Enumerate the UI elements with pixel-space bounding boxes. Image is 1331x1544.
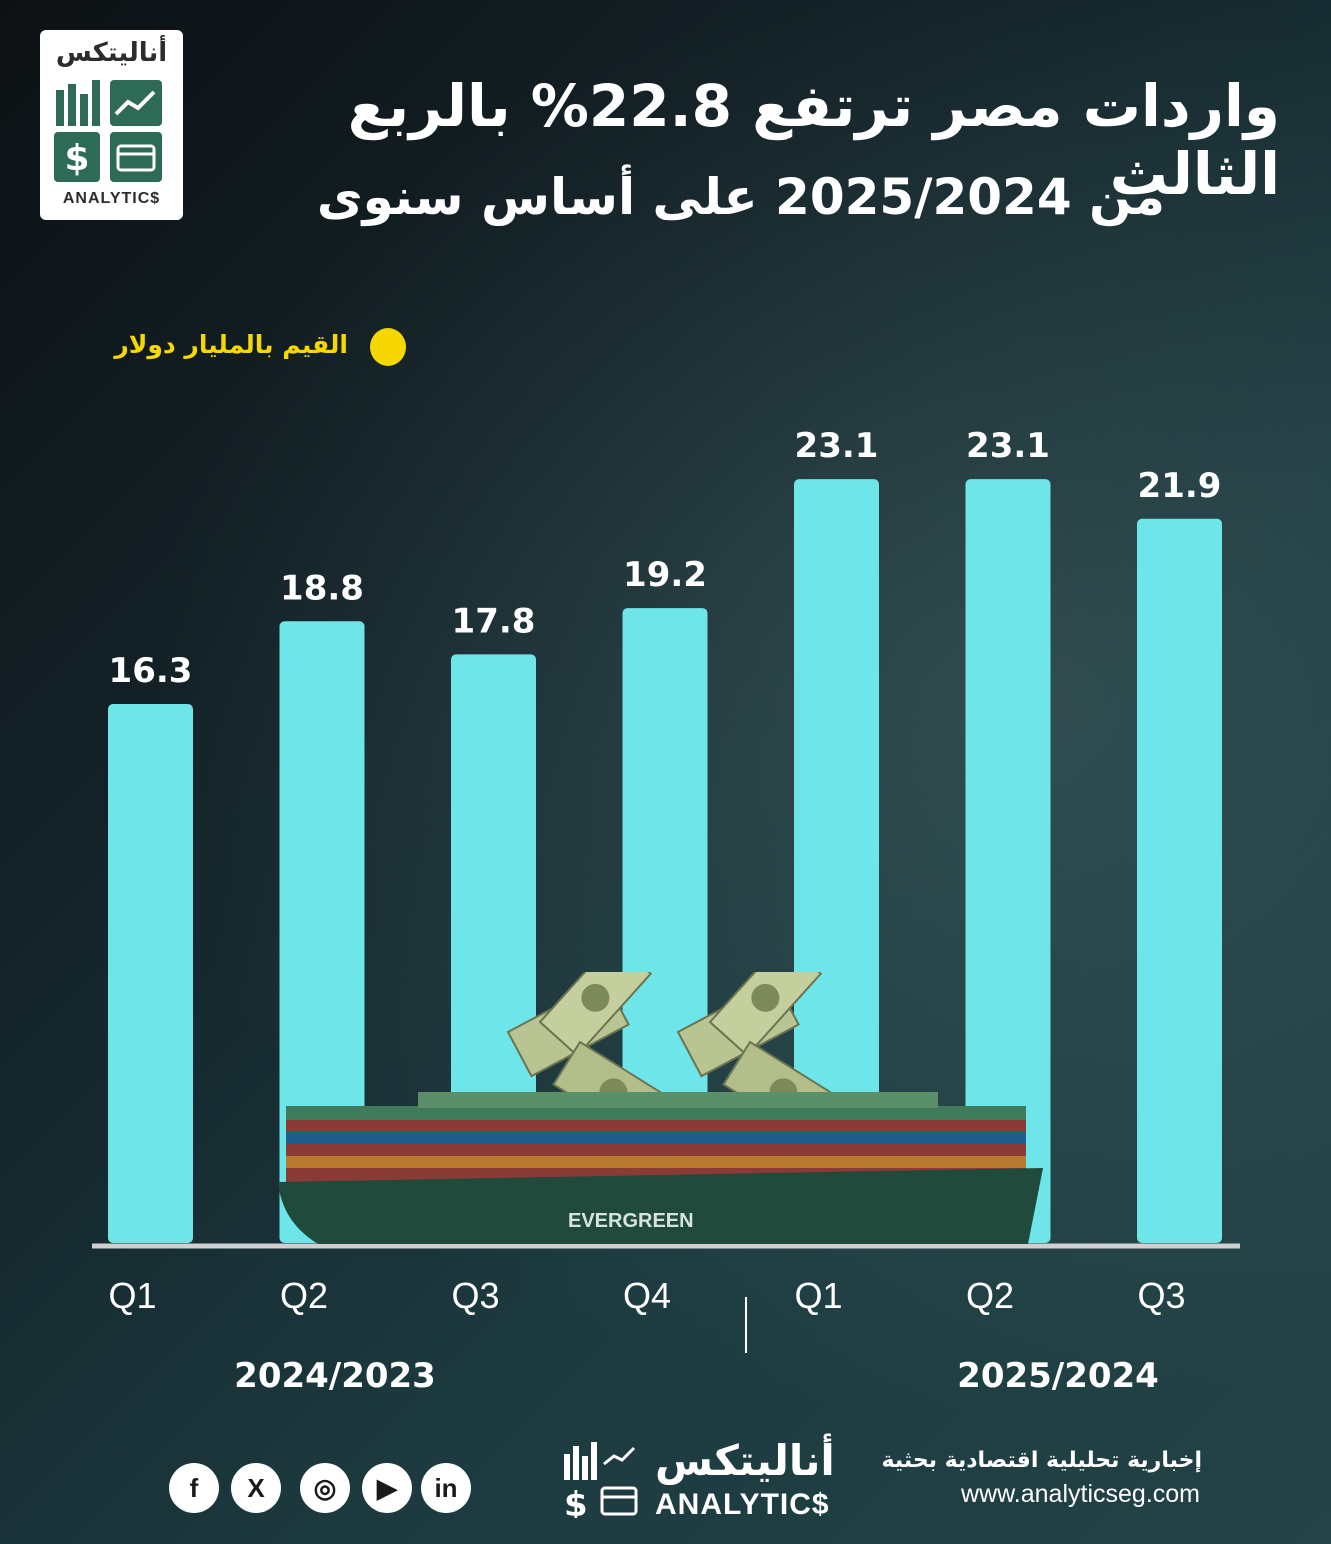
footer-brand-en: ANALYTIC$ <box>655 1488 830 1521</box>
x-tick-label-5: Q1 <box>794 1275 842 1316</box>
footer-analytics-icon: $ <box>564 1442 638 1518</box>
year-label-2024-2025: 2025/2024 <box>957 1356 1159 1396</box>
svg-text:$: $ <box>564 1485 588 1518</box>
value-label-5: 23.1 <box>795 426 879 466</box>
logo-name-en: ANALYTIC$ <box>62 190 161 207</box>
container-ship-image: EVERGREEN <box>278 938 1048 1252</box>
svg-text:$: $ <box>64 138 89 179</box>
x-tick-label-7: Q3 <box>1137 1275 1185 1316</box>
analytics-logo-icon: $ <box>54 80 162 182</box>
year-label-2023-2024: 2024/2023 <box>234 1356 436 1396</box>
legend-dot-icon <box>370 328 406 366</box>
x-icon[interactable]: X <box>231 1463 281 1513</box>
bar-6 <box>965 479 1051 1244</box>
x-tick-label-3: Q3 <box>451 1275 499 1316</box>
chart-subtitle: من 2025/2024 على أساس سنوى <box>316 168 1165 226</box>
brand-logo: أناليتكس $ ANALYTIC$ <box>40 30 183 220</box>
x-tick-label-2: Q2 <box>280 1275 328 1316</box>
linkedin-icon[interactable]: in <box>421 1463 471 1513</box>
x-tick-label-4: Q4 <box>623 1275 671 1316</box>
value-label-1: 16.3 <box>109 651 193 691</box>
logo-name-ar: أناليتكس <box>55 38 168 68</box>
chart-title: واردات مصر ترتفع 22.8% بالربع الثالث <box>347 72 1280 208</box>
bar-7 <box>1137 518 1222 1243</box>
x-tick-label-6: Q2 <box>966 1275 1014 1316</box>
facebook-icon[interactable]: f <box>169 1463 219 1513</box>
period-divider <box>745 1297 747 1353</box>
footer-brand-ar: أناليتكس <box>655 1436 835 1485</box>
value-label-6: 23.1 <box>966 426 1050 466</box>
x-tick-label-1: Q1 <box>108 1275 156 1316</box>
youtube-icon[interactable]: ▶ <box>362 1463 412 1513</box>
svg-text:EVERGREEN: EVERGREEN <box>568 1210 694 1232</box>
bar-5 <box>794 479 879 1244</box>
legend-label: القيم بالمليار دولار <box>114 330 348 359</box>
bar-1 <box>108 703 193 1243</box>
value-label-4: 19.2 <box>623 555 707 595</box>
value-label-3: 17.8 <box>452 601 536 641</box>
brand-tagline: إخبارية تحليلية اقتصادية بحثية <box>881 1448 1202 1473</box>
value-label-2: 18.8 <box>280 568 364 608</box>
instagram-icon[interactable]: ◎ <box>300 1463 350 1513</box>
value-label-7: 21.9 <box>1138 466 1222 506</box>
bar-2 <box>279 621 365 1243</box>
website-link[interactable]: www.analyticseg.com <box>961 1480 1200 1508</box>
